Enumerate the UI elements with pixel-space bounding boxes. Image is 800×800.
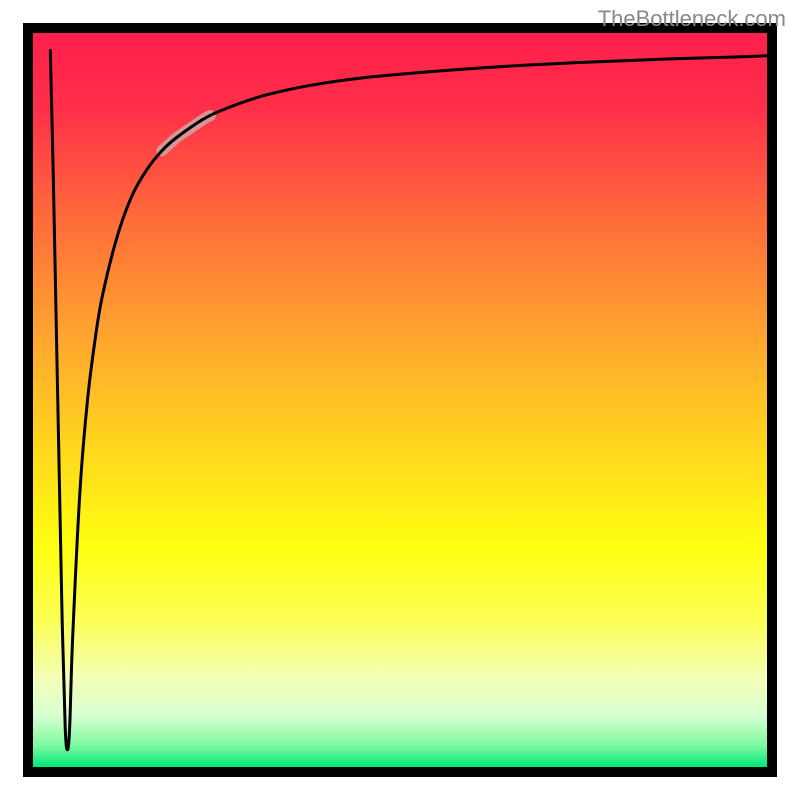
chart-stage: TheBottleneck.com xyxy=(0,0,800,800)
bottleneck-chart xyxy=(0,0,800,800)
gradient-background xyxy=(33,33,767,767)
